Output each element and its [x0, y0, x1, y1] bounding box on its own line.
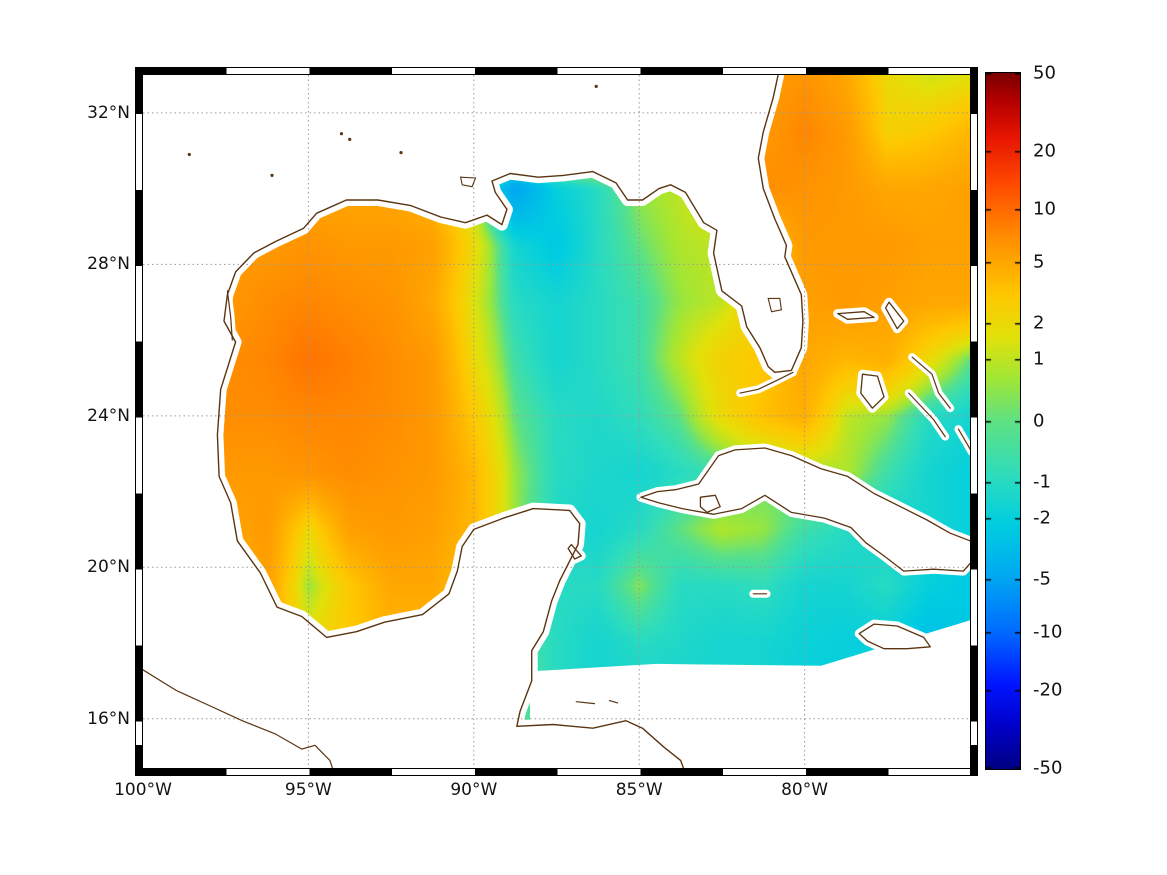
frame-corner-top-left: [135, 67, 143, 75]
colorbar-tick-label: 5: [1033, 251, 1045, 273]
colorbar-tick-label: 2: [1033, 312, 1045, 334]
abaco-coastline: [884, 301, 905, 330]
inland-lakes-dot: [270, 173, 274, 177]
inland-lakes-dot: [348, 137, 352, 141]
x-tick-label: 85°W: [615, 780, 663, 800]
lake-pontchartrain: [459, 176, 477, 188]
jamaica-mask: [854, 619, 935, 654]
andros-mask: [856, 369, 889, 413]
long-island-bahamas: [957, 428, 970, 451]
colorbar-tick-label: 10: [1033, 198, 1056, 220]
inland-lakes-dot: [594, 84, 598, 88]
pacific-coast-mexico: [143, 669, 334, 768]
frame-corner-bottom-left: [135, 768, 143, 776]
grand-bahama-coastline: [837, 311, 875, 320]
colorbar-tick-label: 1: [1033, 348, 1045, 370]
colorbar-tick-label: -1: [1033, 471, 1051, 493]
map-frame-left: [135, 67, 143, 776]
jamaica-coastline: [858, 623, 931, 650]
mainland-north-america-coastline: [216, 75, 804, 768]
map-plot: [135, 67, 978, 776]
x-tick-label: 80°W: [781, 780, 829, 800]
colorbar-tick-label: -20: [1033, 679, 1063, 701]
y-tick-label: 24°N: [87, 405, 130, 426]
x-tick-label: 100°W: [114, 780, 172, 800]
colorbar-tick-label: 20: [1033, 140, 1056, 162]
florida-keys: [739, 371, 794, 394]
colorbar-tick-label: -10: [1033, 621, 1063, 643]
bay-islands-2: [608, 700, 619, 704]
colorbar-tick-label: 50: [1033, 62, 1056, 84]
x-tick-label: 95°W: [284, 780, 332, 800]
cozumel-coastline: [567, 543, 582, 560]
y-tick-label: 28°N: [87, 254, 130, 275]
map-frame-bottom: [135, 768, 978, 776]
inland-lakes-dot: [187, 152, 191, 157]
florida-keys-halo: [736, 368, 797, 398]
exuma-chain: [908, 392, 946, 438]
inland-lakes-dot: [399, 151, 403, 155]
frame-corner-top-right: [970, 67, 978, 75]
eleuthera-chain: [911, 356, 951, 409]
y-tick-label: 16°N: [87, 708, 130, 729]
bay-islands-1: [575, 701, 596, 705]
frame-corner-bottom-right: [970, 768, 978, 776]
x-tick-label: 90°W: [450, 780, 498, 800]
map-frame-right: [970, 67, 978, 776]
colorbar-tick-label: -50: [1033, 757, 1063, 779]
map-overlay-svg: [143, 75, 970, 768]
map-frame-top: [135, 67, 978, 75]
colorbar-tick-label: -2: [1033, 507, 1051, 529]
y-tick-label: 32°N: [87, 102, 130, 123]
lake-okeechobee: [767, 297, 783, 313]
y-tick-label: 20°N: [87, 557, 130, 578]
colorbar-tick-label: 0: [1033, 410, 1045, 432]
cuba-coastline: [640, 447, 970, 572]
andros-coastline: [860, 373, 885, 409]
laguna-madre: [226, 290, 233, 341]
isla-de-la-juventud-coastline: [699, 494, 721, 514]
colorbar-tick-label: -5: [1033, 568, 1051, 590]
inland-lakes-dot: [339, 132, 344, 136]
colorbar-canvas: [985, 72, 1021, 770]
